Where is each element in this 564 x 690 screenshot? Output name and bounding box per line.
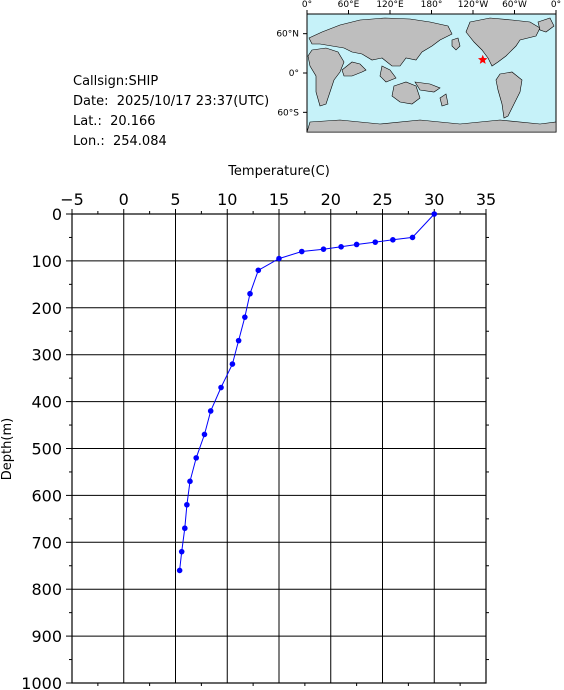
y-axis-title: Depth(m) [0, 418, 15, 480]
map-lon-label: 0° [302, 0, 312, 10]
x-tick-label: 30 [424, 190, 444, 209]
data-point [207, 408, 214, 414]
temperature-profile [176, 211, 438, 574]
y-tick-label: 400 [31, 393, 62, 412]
longitude-text: Lon.: 254.084 [73, 134, 167, 149]
map-lon-label: 120°W [458, 0, 489, 10]
data-point [320, 246, 327, 252]
x-tick-label: 35 [476, 190, 496, 209]
station-info: Callsign:SHIP Date: 2025/10/17 23:37(UTC… [73, 72, 269, 152]
date-text: Date: 2025/10/17 23:37(UTC) [73, 94, 270, 109]
y-tick-label: 800 [31, 580, 62, 599]
data-point [255, 267, 262, 274]
x-tick-label: 25 [372, 190, 392, 209]
map-lon-label: 180° [421, 0, 443, 10]
y-tick-label: 200 [31, 299, 62, 318]
chart-grid [71, 213, 487, 684]
x-tick-label: 15 [269, 190, 289, 209]
x-tick-label: 20 [321, 190, 341, 209]
map-lon-label: 60°E [338, 0, 360, 10]
data-point [242, 314, 248, 320]
data-point [218, 384, 224, 391]
x-tick-label: 5 [170, 190, 180, 209]
data-point [187, 478, 193, 485]
map-lat-label: 60°N [276, 30, 299, 40]
data-point [298, 248, 305, 255]
x-axis-title: Temperature(C) [227, 164, 330, 179]
data-point [184, 501, 190, 508]
data-point [178, 548, 185, 555]
y-tick-label: 300 [31, 346, 62, 365]
series-line [179, 213, 435, 571]
data-point [390, 236, 396, 243]
data-point [235, 337, 242, 344]
data-point [372, 239, 379, 245]
y-tick-label: 0 [52, 205, 62, 224]
data-point [229, 361, 236, 367]
location-marker-icon [477, 54, 488, 64]
y-tick-label: 100 [31, 252, 62, 271]
data-point [176, 567, 183, 574]
map-lon-label: 60°W [502, 0, 527, 10]
map-graticule [303, 10, 557, 113]
map-lon-label: 0° [551, 0, 561, 10]
data-point [247, 290, 253, 297]
data-point [193, 455, 199, 461]
data-point [201, 431, 208, 438]
map-land [306, 17, 557, 133]
data-point [431, 211, 438, 217]
y-tick-label: 900 [31, 627, 62, 646]
x-tick-label: −5 [60, 190, 84, 209]
y-tick-label: 500 [31, 440, 62, 459]
map-axis-labels: 0° 60°E 120°E 180° 120°W 60°W 0° 60°N 0° 60°S [276, 0, 561, 118]
x-tick-label: 10 [217, 190, 237, 209]
latitude-text: Lat.: 20.166 [73, 114, 156, 129]
data-point [409, 234, 416, 241]
y-tick-label: 700 [31, 533, 62, 552]
map-lat-label: 0° [289, 69, 299, 79]
x-tick-label: 0 [119, 190, 129, 209]
data-point [353, 241, 360, 248]
plot-frame [71, 213, 487, 684]
map-lat-label: 60°S [277, 108, 299, 118]
data-point [338, 244, 344, 250]
callsign-text: Callsign:SHIP [73, 74, 159, 89]
data-point [182, 525, 188, 532]
y-tick-label: 1000 [21, 674, 62, 690]
data-point [276, 255, 282, 262]
y-tick-label: 600 [31, 486, 62, 505]
chart-ticks: −5 0 5 10 15 20 25 30 35010020030040050060070080… [21, 190, 496, 690]
map-lon-label: 120°E [376, 0, 404, 10]
